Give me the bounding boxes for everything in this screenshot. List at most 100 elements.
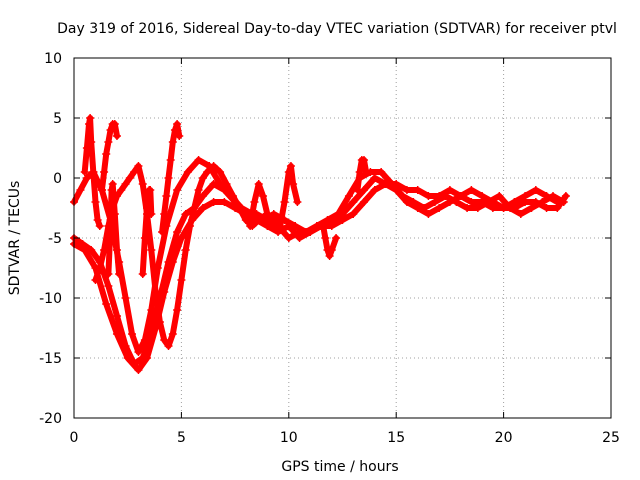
data-point-marker [160,210,169,218]
data-point-marker [89,168,98,176]
data-point-marker [209,162,218,170]
data-point-marker [190,204,199,212]
data-point-marker [162,192,171,200]
data-point-marker [370,186,379,194]
data-point-marker [467,186,476,194]
data-point-marker [110,120,119,128]
data-point-marker [392,180,401,188]
data-point-marker [91,276,100,284]
x-tick-label: 10 [280,430,298,446]
data-point-marker [284,222,293,230]
data-point-marker [104,270,113,278]
data-point-marker [293,198,302,206]
data-point-marker [289,180,298,188]
data-point-marker [166,156,175,164]
x-axis-label: GPS time / hours [281,459,398,475]
data-point-marker [183,168,192,176]
data-point-marker [108,180,117,188]
data-point-marker [104,282,113,290]
data-point-marker [106,126,115,134]
data-point-marker [325,252,334,260]
data-point-marker [175,132,184,140]
data-point-marker [319,222,328,230]
data-point-marker [117,186,126,194]
data-point-marker [112,330,121,338]
series-spike-9 [353,156,371,194]
data-point-marker [112,132,121,140]
data-point-marker [527,204,536,212]
data-point-marker [86,114,95,122]
data-point-marker [155,318,164,326]
y-tick-label: -15 [39,351,62,367]
data-point-marker [127,330,136,338]
data-point-marker [353,186,362,194]
data-point-marker [168,330,177,338]
data-point-marker [499,204,508,212]
data-point-marker [402,186,411,194]
data-point-marker [259,192,268,200]
series-spike-6 [246,180,272,230]
data-point-marker [381,180,390,188]
y-tick-label: 5 [53,111,62,127]
data-point-marker [521,198,530,206]
data-point-marker [164,174,173,182]
data-point-marker [359,156,368,164]
data-point-marker [478,198,487,206]
data-point-marker [473,204,482,212]
data-point-marker [143,204,152,212]
data-point-marker [158,228,167,236]
x-tick-label: 5 [177,430,186,446]
y-tick-label: 0 [53,171,62,187]
data-point-marker [510,204,519,212]
data-point-marker [173,120,182,128]
data-point-marker [349,210,358,218]
data-point-marker [130,168,139,176]
data-point-marker [181,210,190,218]
data-point-marker [413,186,422,194]
data-point-marker [254,180,263,188]
data-point-marker [147,210,156,218]
data-point-marker [276,222,285,230]
data-point-marker [173,228,182,236]
data-point-marker [76,186,85,194]
data-point-marker [456,192,465,200]
data-point-marker [413,204,422,212]
data-point-marker [134,348,143,356]
series-spike-7 [276,162,302,230]
data-point-marker [370,174,379,182]
data-point-marker [553,204,562,212]
data-point-marker [488,204,497,212]
data-point-marker [168,138,177,146]
series-spike-4 [138,186,156,278]
data-point-marker [125,174,134,182]
data-point-marker [203,168,212,176]
series-line [92,163,279,349]
data-point-marker [198,174,207,182]
data-point-marker [220,198,229,206]
data-point-marker [542,192,551,200]
data-point-marker [95,222,104,230]
data-point-marker [250,198,259,206]
data-point-marker [97,186,106,194]
data-point-marker [110,210,119,218]
data-point-marker [85,120,94,128]
data-point-marker [100,168,109,176]
data-point-marker [112,246,121,254]
data-point-marker [194,186,203,194]
data-point-marker [87,138,96,146]
series-line [71,181,569,373]
y-tick-label: -5 [48,231,62,247]
data-point-marker [209,198,218,206]
data-point-marker [531,198,540,206]
data-point-marker [138,180,147,188]
data-point-marker [495,192,504,200]
data-point-marker [542,204,551,212]
data-point-marker [349,198,358,206]
series-spike-8 [319,222,341,260]
axis-ticks [73,57,612,419]
y-tick-label: 10 [44,51,62,67]
data-point-marker [284,168,293,176]
data-point-marker [121,294,130,302]
data-point-marker [140,234,149,242]
data-point-marker [115,270,124,278]
